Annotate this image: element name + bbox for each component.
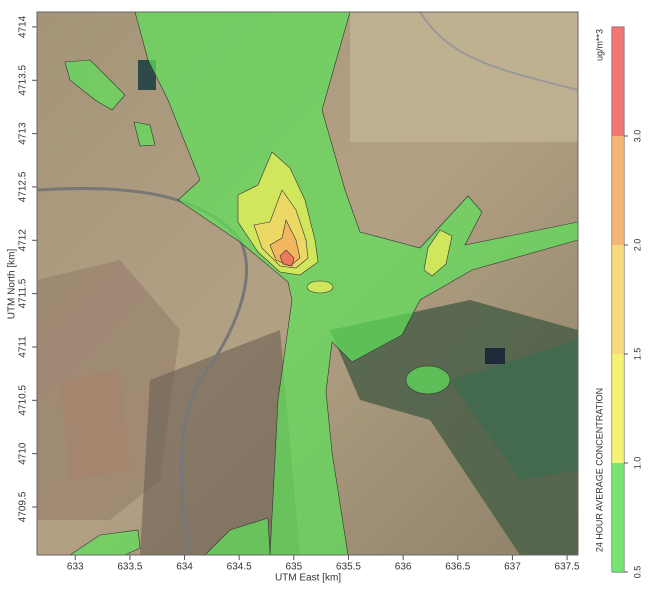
colorbar-unit: ug/m**3 (594, 29, 604, 61)
colorbar-tick-label: 2.0 (632, 239, 642, 252)
contour-band (405, 365, 451, 395)
contour-band (306, 280, 334, 294)
colorbar-tick-label: 1.5 (632, 348, 642, 361)
y-tick-label: 4710 (18, 442, 29, 465)
contour-band (279, 249, 295, 267)
colorbar-band (612, 354, 624, 463)
y-tick-label: 4712 (18, 229, 29, 252)
x-tick-label: 633.5 (117, 562, 142, 573)
x-tick-label: 636.5 (445, 562, 470, 573)
x-tick-label: 635 (285, 562, 302, 573)
colorbar-band (612, 463, 624, 572)
contour-band (64, 59, 126, 111)
x-tick-label: 634 (176, 562, 193, 573)
contour-band (133, 121, 156, 147)
contour-band (204, 517, 271, 555)
colorbar-label: 24 HOUR AVERAGE CONCENTRATION (594, 388, 604, 552)
y-tick-label: 4713.5 (18, 65, 29, 96)
x-tick-label: 637 (504, 562, 521, 573)
colorbar-tick-label: 3.0 (632, 130, 642, 143)
y-tick-label: 4711.5 (18, 278, 29, 308)
y-axis-label: UTM North [km] (7, 249, 18, 320)
x-tick-label: 637.5 (555, 562, 580, 573)
x-tick-label: 635.5 (336, 562, 361, 573)
y-tick-label: 4714 (18, 15, 29, 38)
y-tick-label: 4713 (18, 122, 29, 145)
y-tick-label: 4710.5 (18, 385, 29, 416)
contour-band (134, 12, 578, 555)
contour-band (69, 529, 141, 555)
x-tick-label: 633 (67, 562, 84, 573)
y-tick-label: 4712.5 (18, 171, 29, 202)
x-axis-label: UTM East [km] (275, 573, 341, 584)
contours (64, 12, 578, 555)
colorbar-tick-label: 1.0 (632, 457, 642, 470)
colorbar-band (612, 245, 624, 354)
x-tick-label: 634.5 (227, 562, 252, 573)
colorbar-band (612, 27, 624, 136)
contour-band (423, 229, 453, 277)
colorbar-band (612, 136, 624, 245)
y-tick-label: 4709.5 (18, 491, 29, 522)
x-tick-label: 636 (395, 562, 412, 573)
y-tick-label: 4711 (18, 336, 29, 358)
colorbar-tick-label: 0.5 (632, 566, 642, 579)
plot-frame (36, 11, 579, 556)
